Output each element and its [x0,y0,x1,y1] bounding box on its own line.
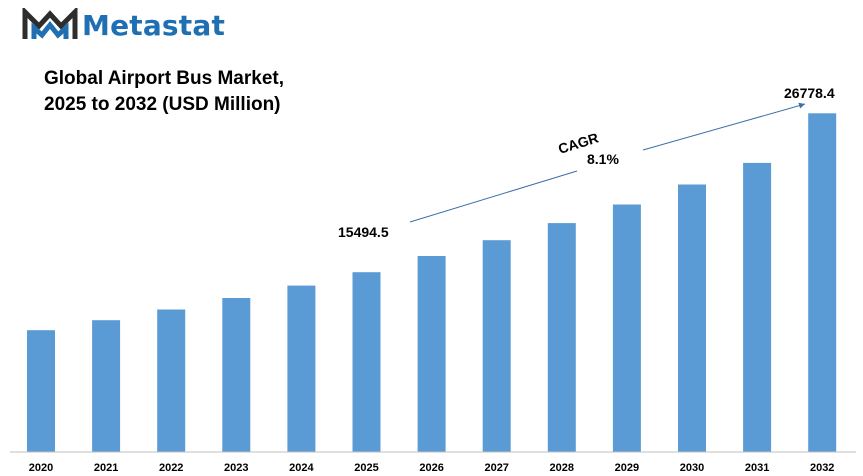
bar-2029 [612,204,641,452]
x-tick-2028: 2028 [550,462,574,474]
bar-2032 [808,113,837,453]
brand-name: Metastat [82,8,226,42]
bar-2026 [417,256,446,452]
x-tick-2024: 2024 [289,462,314,474]
x-tick-2029: 2029 [615,462,639,474]
x-tick-2027: 2027 [484,462,508,474]
bar-2030 [678,184,706,452]
x-tick-2030: 2030 [680,462,704,474]
bar-2021 [92,320,121,452]
x-tick-2020: 2020 [29,462,53,474]
m-logo-icon [22,8,78,39]
x-tick-2025: 2025 [354,462,378,474]
bar-2028 [547,223,576,452]
bar-2025 [352,272,381,452]
bar-2022 [157,309,186,452]
x-tick-2026: 2026 [419,462,443,474]
bar-2020 [27,330,55,452]
chart-title-line1: Global Airport Bus Market, [44,68,284,89]
brand-logo: Metastat [22,8,225,42]
chart-title-line2: 2025 to 2032 (USD Million) [44,94,281,115]
bar-2024 [287,285,316,452]
start-value-label: 15494.5 [338,224,389,240]
x-tick-2022: 2022 [159,462,183,474]
bar-2027 [482,240,511,452]
end-value-label: 26778.4 [784,85,835,101]
bar-2031 [743,162,772,452]
bar-2023 [222,298,251,452]
x-tick-2023: 2023 [224,462,248,474]
chart-title: Global Airport Bus Market, 2025 to 2032 … [44,66,284,118]
cagr-arrow-right [642,102,806,151]
x-tick-2021: 2021 [94,462,118,474]
x-tick-2031: 2031 [745,462,769,474]
x-tick-2032: 2032 [810,462,834,474]
cagr-arrow-left [409,170,578,223]
cagr-value: 8.1% [587,151,619,167]
